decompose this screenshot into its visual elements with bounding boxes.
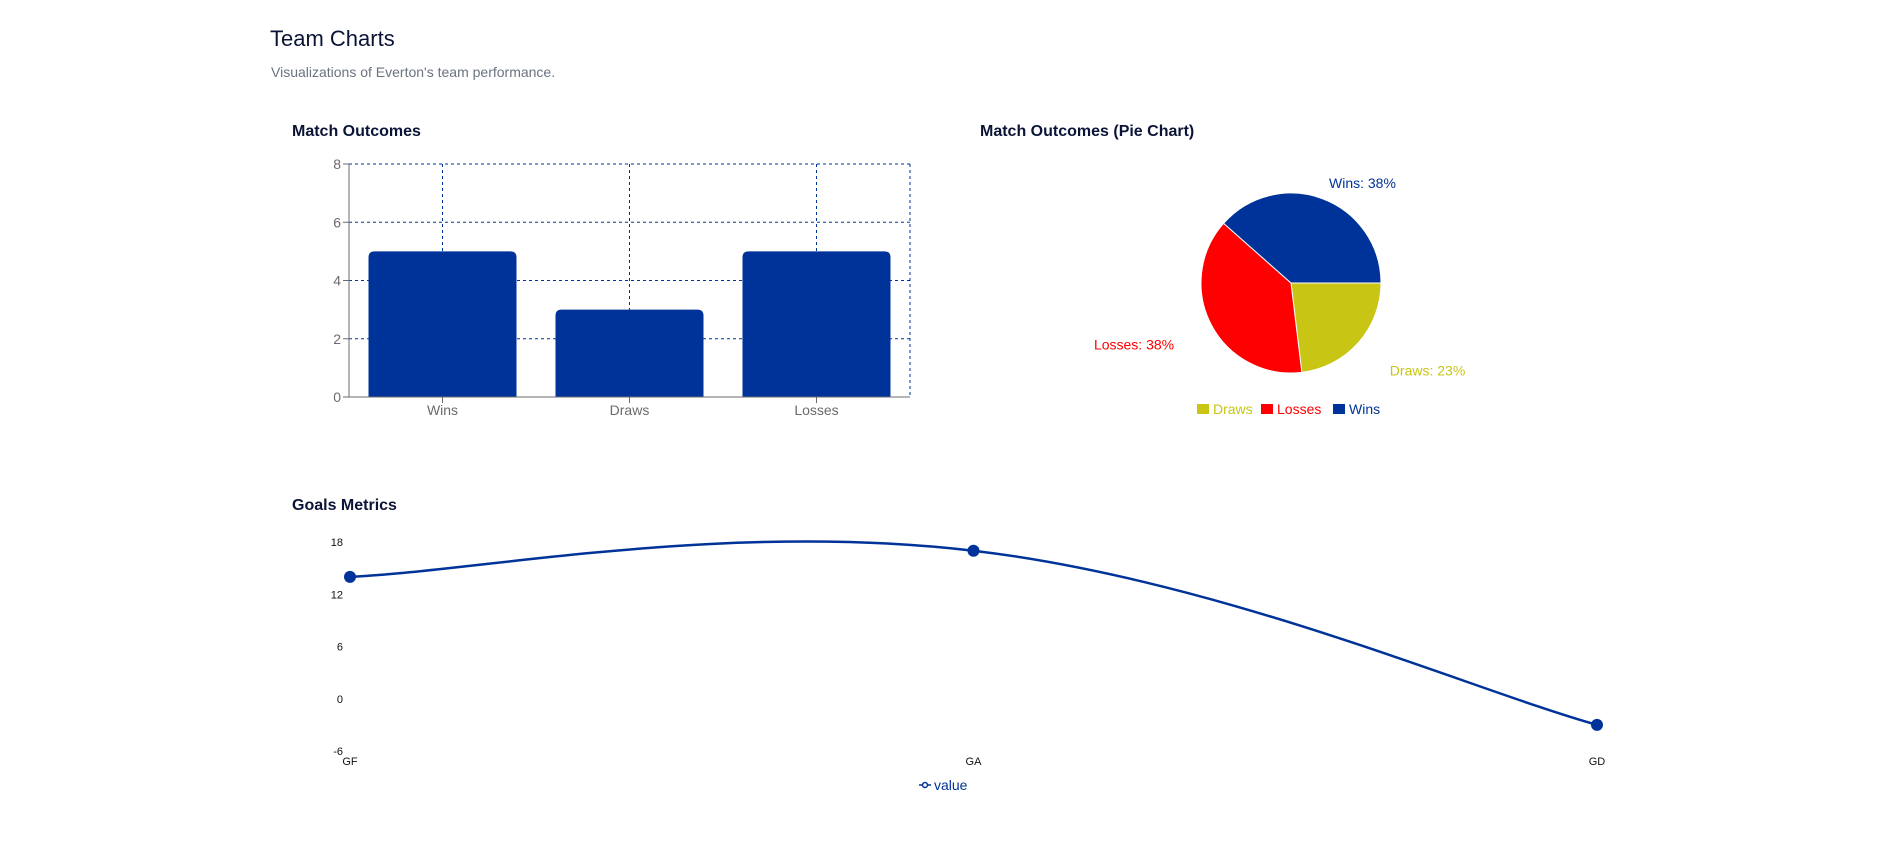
pie-chart-title: Match Outcomes (Pie Chart) (980, 123, 1195, 140)
pie-legend-swatch (1333, 404, 1345, 414)
bar-x-tick-label: Wins (427, 402, 458, 418)
line-x-tick-label: GF (342, 756, 358, 768)
pie-legend-label: Wins (1349, 401, 1380, 417)
bar-y-tick-label: 2 (333, 331, 341, 347)
pie-legend-swatch (1197, 404, 1209, 414)
bar-y-tick-label: 6 (333, 214, 341, 230)
bar (368, 251, 517, 397)
line-y-tick-label: -6 (333, 746, 343, 758)
line-series-value (349, 540, 1598, 727)
line-x-tick-label: GA (966, 756, 983, 768)
line-y-tick-label: 0 (337, 694, 343, 706)
line-y-tick-label: 6 (337, 642, 343, 654)
pie-slice-wins (1222, 192, 1382, 284)
line-x-tick-label: GD (1589, 756, 1606, 768)
pie-label-losses: Losses: 38% (1094, 336, 1174, 352)
pie-legend-label: Draws (1213, 401, 1253, 417)
pie-slice-losses (1200, 222, 1303, 374)
line-chart-title: Goals Metrics (292, 497, 397, 514)
line-point (344, 570, 356, 583)
bar-chart-title: Match Outcomes (292, 123, 421, 140)
line-y-tick-label: 18 (331, 537, 343, 549)
bar-y-tick-label: 0 (333, 389, 341, 405)
bar (742, 251, 891, 397)
bar-y-tick-label: 8 (333, 156, 341, 172)
page-subtitle: Visualizations of Everton's team perform… (271, 64, 556, 80)
bar-y-tick-label: 4 (333, 273, 341, 289)
pie-label-wins: Wins: 38% (1329, 175, 1396, 191)
page-title: Team Charts (270, 26, 395, 51)
pie-legend-label: Losses (1277, 401, 1321, 417)
bar (555, 309, 704, 397)
pie-label-draws: Draws: 23% (1390, 363, 1465, 379)
pie-slice-draws (1290, 282, 1382, 373)
bar-x-tick-label: Draws (610, 402, 650, 418)
line-legend-label: value (934, 777, 968, 793)
line-legend-marker (921, 781, 929, 789)
line-point (1591, 718, 1603, 731)
line-y-tick-label: 12 (331, 589, 343, 601)
pie-legend-swatch (1261, 404, 1273, 414)
bar-x-tick-label: Losses (794, 402, 838, 418)
line-point (967, 544, 980, 557)
